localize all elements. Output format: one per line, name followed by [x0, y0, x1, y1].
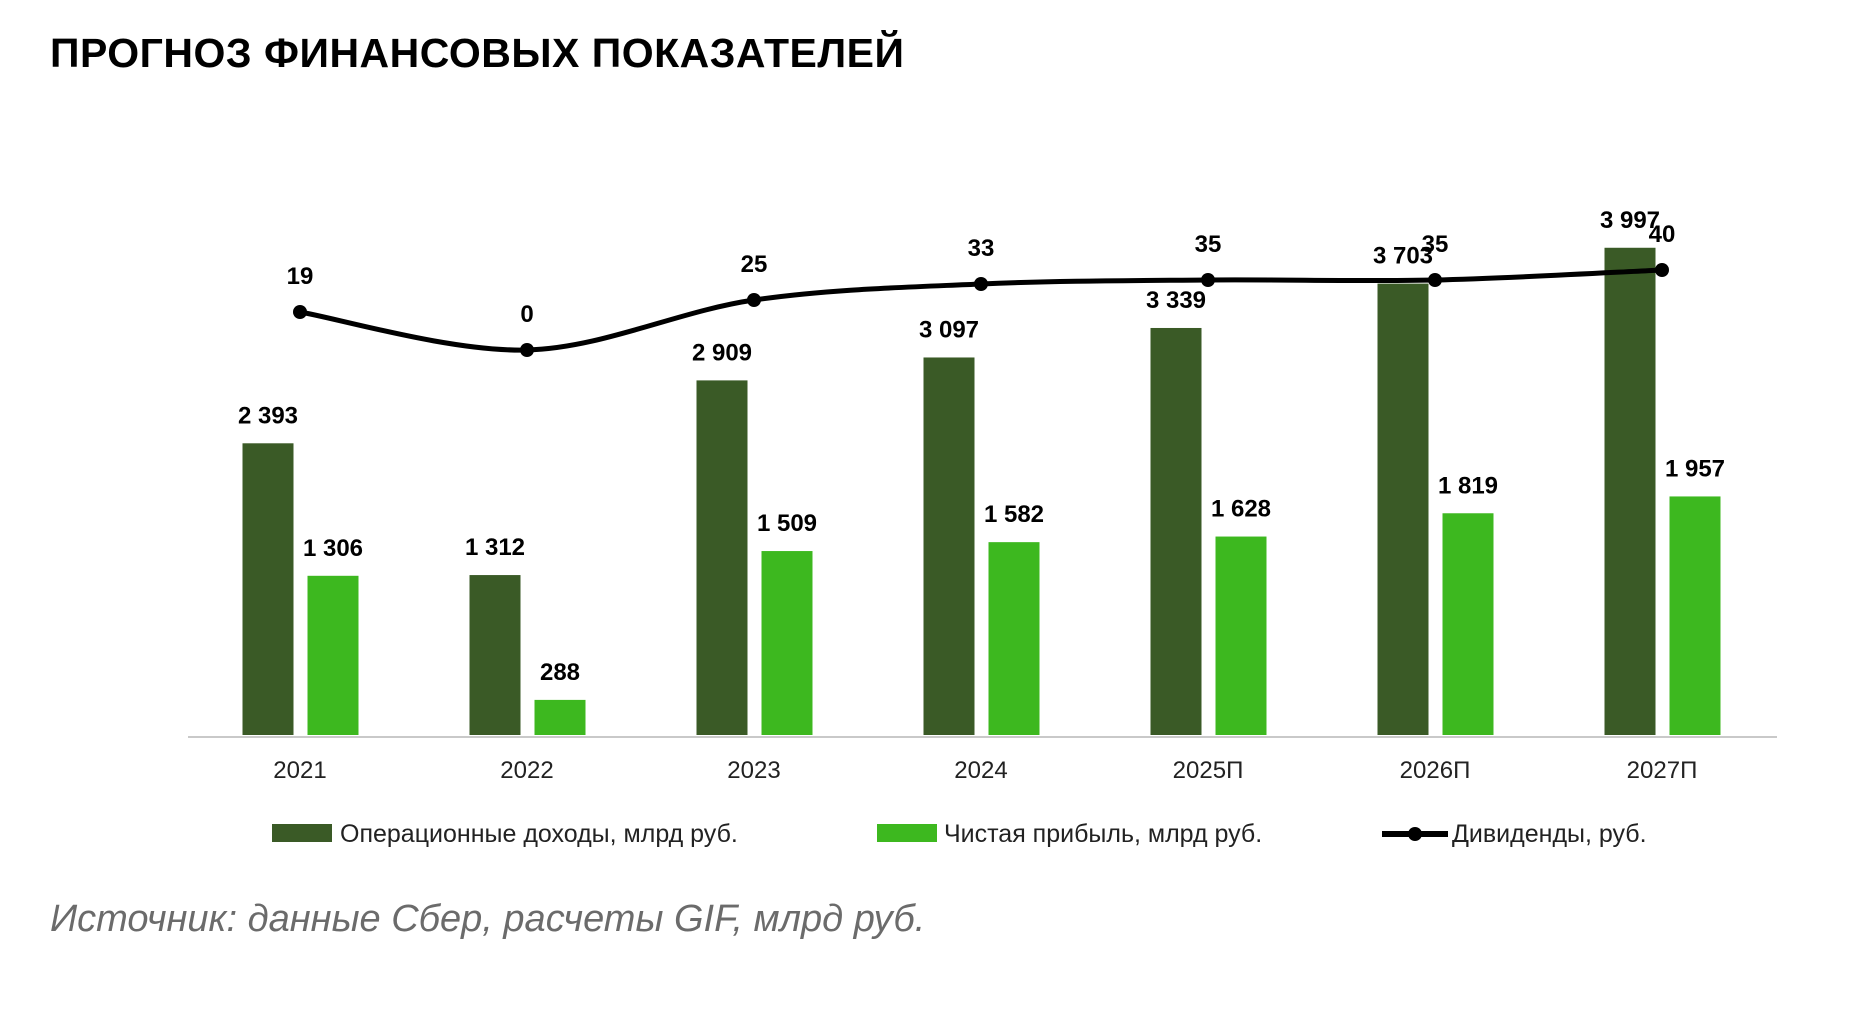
x-tick-2025П: 2025П	[1173, 757, 1244, 784]
bar-net-2024	[988, 542, 1040, 735]
dividends-point-2026П	[1428, 273, 1442, 287]
x-tick-2027П: 2027П	[1627, 757, 1698, 784]
dividends-label-2023: 25	[741, 251, 768, 278]
legend-label-dividends: Дивиденды, руб.	[1452, 820, 1647, 848]
legend-swatch-net	[877, 824, 937, 842]
bar-operating-2024	[923, 357, 975, 735]
label-operating-2023: 2 909	[692, 339, 752, 366]
bar-net-2023	[761, 551, 813, 735]
label-net-2024: 1 582	[984, 501, 1044, 528]
bar-net-2025П	[1215, 536, 1267, 735]
dividends-label-2024: 33	[968, 235, 995, 262]
legend-label-net: Чистая прибыль, млрд руб.	[944, 820, 1262, 848]
x-tick-2026П: 2026П	[1400, 757, 1471, 784]
bar-net-2022	[534, 699, 586, 735]
label-net-2022: 288	[540, 659, 580, 686]
legend-label-operating: Операционные доходы, млрд руб.	[340, 820, 738, 848]
label-net-2025П: 1 628	[1211, 496, 1271, 523]
label-net-2023: 1 509	[757, 510, 817, 537]
dividends-label-2025П: 35	[1195, 231, 1222, 258]
label-net-2027П: 1 957	[1665, 455, 1725, 482]
dividends-point-2027П	[1655, 263, 1669, 277]
x-tick-2022: 2022	[500, 757, 553, 784]
label-operating-2027П: 3 997	[1600, 207, 1660, 234]
bar-net-2021	[307, 575, 359, 735]
label-net-2021: 1 306	[303, 535, 363, 562]
dividends-point-2022	[520, 343, 534, 357]
legend-swatch-operating	[272, 824, 332, 842]
x-tick-2024: 2024	[954, 757, 1007, 784]
dividends-point-2021	[293, 305, 307, 319]
label-operating-2021: 2 393	[238, 402, 298, 429]
label-operating-2022: 1 312	[465, 534, 525, 561]
bars-layer: 2 393 1 306 1 312 288 2 909 1 509 3 097 1 582 3 …	[238, 207, 1725, 736]
dividends-point-2023	[747, 293, 761, 307]
dividends-label-2026П: 35	[1422, 231, 1449, 258]
dividends-line-layer: 19 0 25 33 35 35 40	[287, 221, 1676, 357]
dividends-label-2022: 0	[520, 301, 533, 328]
chart-title: ПРОГНОЗ ФИНАНСОВЫХ ПОКАЗАТЕЛЕЙ	[50, 30, 905, 76]
label-net-2026П: 1 819	[1438, 472, 1498, 499]
label-operating-2024: 3 097	[919, 316, 979, 343]
dividends-label-2021: 19	[287, 263, 314, 290]
dividends-point-2025П	[1201, 273, 1215, 287]
x-tick-2021: 2021	[273, 757, 326, 784]
bar-operating-2021	[242, 443, 294, 735]
x-ticks: 2021 2022 2023 2024 2025П 2026П 2027П	[273, 757, 1697, 784]
bar-operating-2023	[696, 380, 748, 735]
bar-net-2027П	[1669, 496, 1721, 735]
x-tick-2023: 2023	[727, 757, 780, 784]
source-note: Источник: данные Сбер, расчеты GIF, млрд…	[50, 898, 926, 940]
label-operating-2025П: 3 339	[1146, 287, 1206, 314]
bar-operating-2022	[469, 575, 521, 735]
dividends-label-2027П: 40	[1649, 221, 1676, 248]
dividends-point-2024	[974, 277, 988, 291]
legend: Операционные доходы, млрд руб. Чистая пр…	[272, 820, 1647, 848]
bar-operating-2027П	[1604, 247, 1656, 736]
bar-net-2026П	[1442, 513, 1494, 735]
legend-swatch-dividends-marker	[1408, 827, 1422, 841]
bar-operating-2026П	[1377, 283, 1429, 735]
bar-operating-2025П	[1150, 327, 1202, 735]
label-operating-2026П: 3 703	[1373, 243, 1433, 270]
